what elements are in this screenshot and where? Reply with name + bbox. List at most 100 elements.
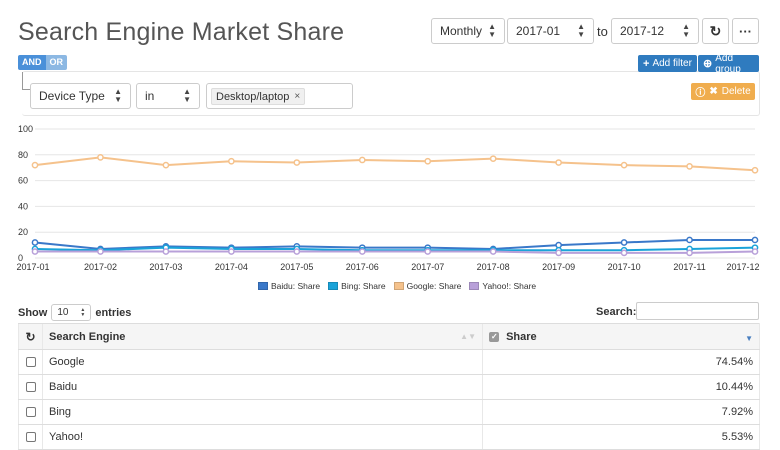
select-caret-icon [488,23,496,39]
y-tick-label: 60 [18,176,28,186]
data-point [228,248,235,255]
table-row[interactable]: Google 74.54% [18,349,760,375]
period-value: Monthly [440,24,483,38]
legend-label: Baidu: Share [271,281,321,291]
filter-value-tag-label: Desktop/laptop [216,90,290,103]
data-point [751,248,759,255]
filter-field-select[interactable]: Device Type [30,83,131,109]
data-point [751,236,759,244]
cell-engine: Bing [42,399,483,425]
data-point [555,249,562,257]
search-input[interactable] [636,302,759,320]
refresh-button[interactable]: ↻ [702,18,729,44]
x-tick-label: 2017-12 [726,262,759,272]
column-header-share[interactable]: Share ▼ [482,323,760,350]
x-tick-label: 2017-09 [542,262,575,272]
y-tick-label: 20 [18,227,28,237]
cell-share: 10.44% [482,374,760,400]
row-checkbox[interactable] [25,357,36,368]
data-point [162,248,170,255]
series-line-3 [35,250,756,254]
data-point [293,248,301,255]
page-length-select[interactable]: 10 [51,304,92,321]
page-length-value: 10 [57,307,69,318]
data-point [228,157,235,165]
legend-swatch [258,282,268,290]
filter-value-input[interactable]: Desktop/laptop × [206,83,353,109]
row-checkbox[interactable] [25,382,36,393]
data-point [424,248,432,255]
sort-desc-icon: ▼ [745,334,753,343]
column-header-engine[interactable]: Search Engine ▲▼ [42,323,483,350]
table-row[interactable]: Bing 7.92% [18,399,760,425]
date-to-select[interactable]: 2017-12 [611,18,699,44]
x-tick-label: 2017-01 [16,262,49,272]
y-axis-ticks: 0 20 40 60 80 100 [18,124,33,263]
row-checkbox[interactable] [25,432,36,443]
filter-connector [22,72,30,90]
close-icon: ✖ [709,86,718,97]
data-table: ↻ Search Engine ▲▼ Share ▼ Google74.54%B… [18,323,760,450]
more-button[interactable]: ··· [732,18,759,44]
refresh-icon[interactable]: ↻ [25,329,36,344]
legend-label: Bing: Share [341,281,386,291]
column-header-share-label: Share [506,330,537,343]
legend-swatch [328,282,339,290]
show-label: Show [18,306,48,319]
legend-item[interactable]: Google: Share [393,281,461,291]
cell-engine: Google [42,349,483,375]
add-group-button[interactable]: ⊕ Add group [698,52,759,75]
table-row[interactable]: Yahoo! 5.53% [18,424,760,450]
data-point [97,248,104,255]
entries-label: entries [95,306,132,319]
x-tick-label: 2017-02 [84,262,117,272]
select-all-header[interactable]: ↻ [18,323,43,350]
data-point [489,248,497,255]
delete-filter-button[interactable]: ⓘ ✖ Delete [691,83,755,100]
select-caret-icon [114,88,122,104]
y-tick-label: 80 [18,150,28,160]
search-label: Search: [596,306,637,318]
cell-share: 7.92% [482,399,760,425]
add-group-label: Add group [715,52,741,75]
select-caret-icon [183,88,191,104]
select-caret-icon [682,23,690,39]
data-point [489,155,497,163]
data-point [31,161,39,169]
x-tick-label: 2017-06 [346,262,379,272]
data-point [97,154,104,161]
x-tick-label: 2017-04 [215,262,248,272]
and-button[interactable]: AND [18,55,46,70]
row-checkbox[interactable] [25,407,36,418]
column-header-engine-label: Search Engine [49,330,126,343]
column-checkbox[interactable] [489,331,499,342]
data-point [358,156,366,164]
y-tick-label: 100 [18,124,33,134]
table-body: Google 74.54% Baidu 10.44% Bing 7.92% Yahoo! 5.… [18,349,760,450]
legend-item[interactable]: Bing: Share [328,281,386,291]
data-point [424,157,432,165]
add-filter-button[interactable]: + Add filter [638,55,697,72]
series-line-1 [34,246,756,252]
date-from-select[interactable]: 2017-01 [507,18,594,44]
sort-icon: ▲▼ [460,332,476,341]
tag-remove-icon[interactable]: × [294,91,301,102]
row-select-cell [18,374,43,400]
date-range-to-label: to [597,24,608,39]
data-point [751,166,759,174]
chart-legend: Baidu: Share Bing: Share Google: Share Yaho… [258,281,536,291]
filter-operator-select[interactable]: in [136,83,200,109]
info-icon: ⓘ [695,88,706,99]
filter-value-tag: Desktop/laptop × [211,88,306,105]
filter-operator-value: in [145,89,155,103]
period-select[interactable]: Monthly [431,18,505,44]
or-button[interactable]: OR [45,55,67,70]
table-row[interactable]: Baidu 10.44% [18,374,760,400]
data-point [358,248,366,255]
legend-item[interactable]: Baidu: Share [258,281,320,291]
row-select-cell [18,349,43,375]
refresh-icon: ↻ [709,22,722,39]
legend-item[interactable]: Yahoo!: Share [469,281,536,291]
series-line-2 [34,156,756,172]
